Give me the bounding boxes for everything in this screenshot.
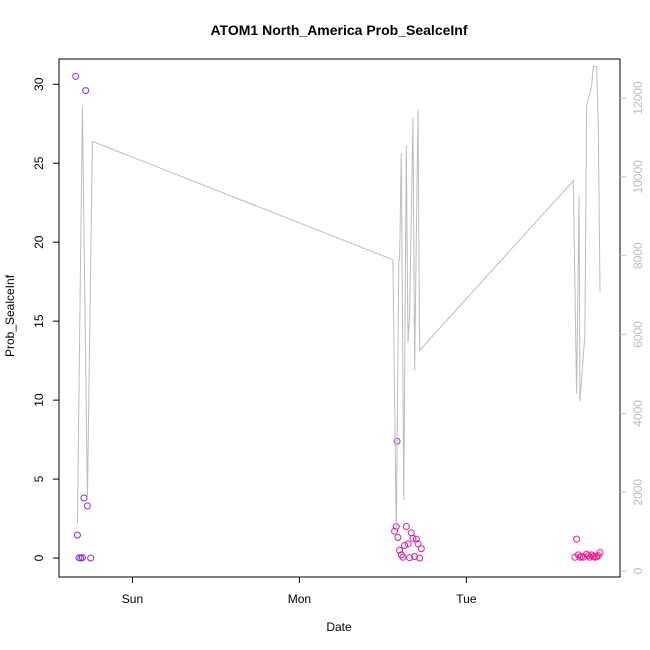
data-point-41 (596, 549, 604, 556)
data-point-4 (78, 554, 86, 562)
y2-tick-label-5: 10000 (631, 160, 645, 194)
y-tick-label-0: 0 (32, 554, 46, 561)
data-point-34 (584, 552, 592, 560)
y-tick-label-6: 30 (32, 77, 46, 91)
y-tick-label-5: 25 (32, 156, 46, 170)
data-point-1 (73, 531, 81, 539)
y-tick-label-3: 15 (32, 314, 46, 328)
data-point-15 (399, 553, 407, 561)
data-point-7 (83, 502, 91, 510)
y-tick-label-1: 5 (32, 475, 46, 482)
data-point-13 (396, 546, 404, 554)
data-point-12 (394, 534, 402, 541)
y-axis-label: Prob_SealceInf (3, 274, 17, 357)
y2-tick-label-4: 8000 (631, 242, 645, 269)
x-tick-label-2: Tue (456, 592, 477, 606)
y2-tick-label-0: 0 (631, 567, 645, 574)
data-point-9 (391, 527, 399, 535)
y-tick-label-2: 10 (32, 393, 46, 407)
chart-title: ATOM1 North_America Prob_SealceInf (210, 22, 467, 38)
data-point-5 (80, 494, 88, 502)
data-point-18 (404, 540, 412, 548)
data-point-21 (409, 534, 417, 542)
series-line (76, 66, 601, 532)
data-point-26 (417, 545, 425, 553)
data-point-17 (402, 523, 410, 530)
data-point-22 (411, 553, 419, 560)
y2-tick-label-6: 12000 (631, 81, 645, 115)
x-tick-label-0: Sun (122, 592, 143, 606)
data-point-6 (82, 87, 90, 95)
y2-tick-label-1: 2000 (631, 479, 645, 506)
data-point-0 (72, 72, 80, 80)
y-tick-label-4: 20 (32, 235, 46, 249)
data-point-25 (416, 554, 424, 562)
data-point-19 (406, 554, 414, 562)
data-point-23 (412, 535, 420, 543)
y2-tick-label-2: 4000 (631, 400, 645, 427)
data-point-16 (401, 541, 409, 549)
y2-tick-label-3: 6000 (631, 321, 645, 348)
data-point-28 (573, 535, 581, 543)
x-tick-label-1: Mon (288, 592, 311, 606)
data-point-8 (87, 554, 95, 562)
x-axis-label: Date (326, 620, 352, 634)
data-point-24 (414, 540, 422, 548)
plot-frame (58, 58, 621, 578)
